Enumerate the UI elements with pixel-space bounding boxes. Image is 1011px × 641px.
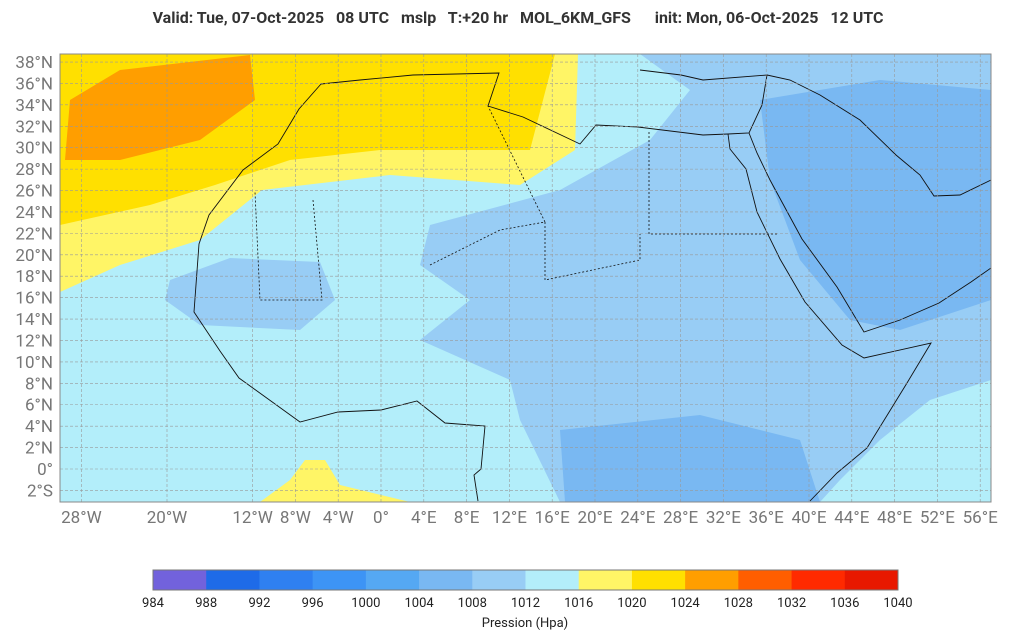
lat-label: 18°N [15, 267, 53, 287]
coastline [193, 83, 486, 502]
lat-label: 16°N [15, 289, 53, 309]
colorbar-segment [206, 570, 260, 590]
colorbar-tick-label: 1004 [404, 596, 434, 611]
colorbar-tick-label: 996 [302, 596, 324, 611]
colorbar-segment [685, 570, 739, 590]
colorbar-segment [791, 570, 846, 590]
colorbar-tick-label: 1040 [883, 596, 912, 611]
colorbar-tick-label: 1016 [564, 596, 593, 611]
lat-label: 34°N [15, 96, 53, 116]
lon-label: 28°W [61, 508, 102, 528]
field-1004 [760, 80, 991, 330]
colorbar-tick-label: 1000 [351, 596, 380, 611]
lon-label: 56°E [963, 508, 998, 528]
lon-label: 4°W [323, 508, 354, 528]
lat-label: 20°N [15, 246, 53, 266]
lon-label: 40°E [791, 508, 826, 528]
lat-label: 36°N [15, 74, 53, 94]
lat-label: 4°N [25, 417, 53, 437]
lon-label: 48°E [877, 508, 912, 528]
colorbar-segment [419, 570, 473, 590]
lon-label: 8°E [454, 508, 480, 528]
colorbar-segment [631, 570, 686, 590]
colorbar-segment [153, 570, 207, 590]
lon-label: 0° [373, 508, 389, 528]
border [429, 105, 546, 266]
lat-label: 30°N [15, 139, 53, 159]
lon-label: 12°W [232, 508, 273, 528]
lon-label: 20°E [577, 508, 612, 528]
lon-label: 16°E [535, 508, 570, 528]
lat-label: 2°S [27, 481, 53, 501]
lon-label: 44°E [834, 508, 869, 528]
border [254, 191, 323, 301]
colorbar-tick-label: 992 [248, 596, 270, 611]
colorbar-segment [578, 570, 633, 590]
lat-label: 8°N [25, 374, 53, 394]
coastline [748, 132, 991, 333]
colorbar-segment [472, 570, 526, 590]
lon-label: 24°E [620, 508, 655, 528]
field-1024 [65, 55, 255, 160]
colorbar-segment [844, 570, 899, 590]
border [544, 222, 641, 281]
lon-label: 12°E [492, 508, 527, 528]
coastline [766, 74, 991, 197]
colorbar-label: Pression (Hpa) [482, 616, 568, 631]
colorbar-tick-label: 1020 [617, 596, 646, 611]
colorbar-segment [738, 570, 793, 590]
lat-label: 24°N [15, 203, 53, 223]
lon-label: 52°E [920, 508, 955, 528]
lat-label: 0° [37, 460, 53, 480]
colorbar-tick-label: 1024 [671, 596, 701, 611]
lat-label: 22°N [15, 224, 53, 244]
colorbar-tick-label: 988 [195, 596, 217, 611]
title: Valid: Tue, 07-Oct-2025 08 UTC mslp T:+2… [153, 8, 884, 27]
lat-label: 10°N [15, 353, 53, 373]
lon-label: 32°E [706, 508, 741, 528]
lon-label: 20°W [147, 508, 188, 528]
graticule [60, 54, 991, 502]
colorbar-tick-label: 1032 [777, 596, 806, 611]
colorbar-tick-label: 1012 [511, 596, 540, 611]
lon-label: 28°E [663, 508, 698, 528]
colorbar-segment [312, 570, 367, 590]
colorbar-segment [365, 570, 420, 590]
colorbar-tick-label: 1036 [830, 596, 859, 611]
map-frame [59, 53, 992, 503]
colorbar-segment [259, 570, 314, 590]
lon-label: 36°E [749, 508, 784, 528]
colorbar-tick-label: 1028 [724, 596, 753, 611]
map-field [60, 54, 991, 502]
lon-label: 8°W [280, 508, 311, 528]
lat-label: 38°N [15, 53, 53, 73]
lat-label: 14°N [15, 310, 53, 330]
lat-label: 12°N [15, 331, 53, 351]
lat-label: 26°N [15, 182, 53, 202]
border [648, 132, 777, 235]
colorbar-tick-label: 1008 [458, 596, 487, 611]
lat-label: 6°N [25, 396, 53, 416]
colorbar-segment [525, 570, 580, 590]
lat-label: 32°N [15, 117, 53, 137]
lat-label: 28°N [15, 160, 53, 180]
field-1004-south [560, 415, 820, 502]
lat-label: 2°N [25, 439, 53, 459]
field-1016-south [260, 460, 410, 502]
colorbar-frame [152, 569, 899, 591]
colorbar-tick-label: 984 [142, 596, 165, 611]
lon-label: 4°E [411, 508, 437, 528]
